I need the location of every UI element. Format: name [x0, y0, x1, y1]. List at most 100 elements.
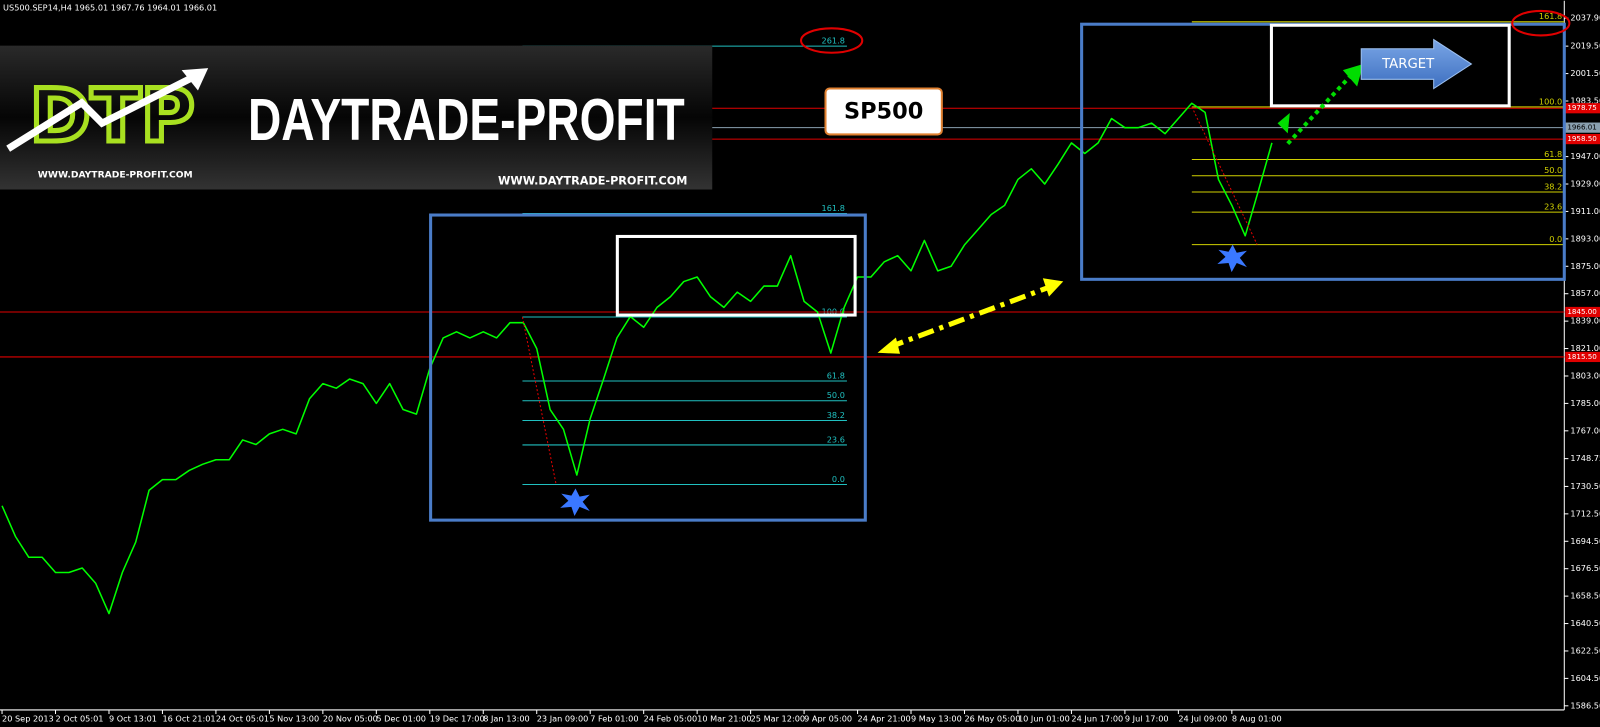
fib-label: 50.0 — [1544, 165, 1562, 175]
series — [1, 102, 1273, 615]
x-tick-label: 9 May 13:00 — [911, 714, 962, 724]
y-tick-label: 2001.50 — [1570, 68, 1600, 78]
target-label: TARGET — [1381, 57, 1435, 72]
x-tick-label: 8 Aug 01:00 — [1232, 714, 1282, 724]
y-tick-label: 2019.50 — [1570, 41, 1600, 51]
y-tick-label: 1857.00 — [1570, 288, 1600, 298]
x-tick-label: 19 Dec 17:00 — [430, 714, 485, 724]
logo-arrowhead — [181, 68, 209, 91]
x-tick-label: 23 Jan 09:00 — [537, 714, 589, 724]
y-tick-label: 1947.00 — [1570, 151, 1600, 161]
x-tick-label: 20 Nov 05:00 — [323, 714, 378, 724]
logo-arrow — [6, 71, 201, 152]
logo-url: WWW.DAYTRADE-PROFIT.COM — [38, 170, 193, 181]
y-tick-label: 1658.50 — [1570, 591, 1600, 601]
x-tick-label: 10 Jun 01:00 — [1018, 714, 1070, 724]
yellow-arrow — [886, 284, 1052, 351]
x-tick-label: 2 Oct 05:01 — [56, 714, 104, 724]
x-tick-label: 26 May 05:00 — [964, 714, 1020, 724]
x-tick-label: 9 Oct 13:01 — [109, 714, 157, 724]
fib-label: 0.0 — [832, 474, 845, 484]
x-tick-label: 24 Jun 17:00 — [1071, 714, 1123, 724]
x-tick-label: 9 Jul 17:00 — [1125, 714, 1169, 724]
price-tag-label: 1815.50 — [1567, 352, 1597, 361]
price-tag-label: 1958.50 — [1567, 134, 1597, 143]
chart-title: US500.SEP14,H4 1965.01 1967.76 1964.01 1… — [3, 2, 217, 12]
x-tick-label: 16 Oct 21:01 — [162, 714, 215, 724]
price-tag — [1565, 103, 1600, 114]
y-tick-label: 1586.50 — [1570, 700, 1600, 710]
y-tick-label: 1640.50 — [1570, 618, 1600, 628]
arrowhead — [1042, 278, 1064, 297]
fib-label: 0.0 — [1549, 234, 1562, 244]
fib-label: 23.6 — [1544, 202, 1562, 212]
y-tick-label: 1767.00 — [1570, 425, 1600, 435]
y-tick-label: 1893.00 — [1570, 233, 1600, 243]
price-tag — [1565, 351, 1600, 363]
y-tick-label: 1785.00 — [1570, 398, 1600, 408]
logo-url: WWW.DAYTRADE-PROFIT.COM — [498, 174, 688, 187]
x-tick-label: 24 Apr 21:00 — [858, 714, 911, 724]
y-tick-label: 1730.50 — [1570, 481, 1600, 491]
x-tick-label: 24 Jul 09:00 — [1178, 714, 1227, 724]
star-marker — [560, 488, 590, 517]
target-arrow — [1360, 38, 1473, 90]
x-tick-label: 20 Sep 2013 — [2, 714, 54, 724]
x-tick-label: 5 Dec 01:00 — [376, 714, 426, 724]
y-tick-label: 1821.00 — [1570, 343, 1600, 353]
x-tick-label: 7 Feb 01:00 — [590, 714, 638, 724]
price-tag — [1565, 306, 1600, 318]
target-box — [1269, 23, 1511, 108]
fib-label: 100.0 — [822, 306, 845, 316]
y-tick-label: 1712.50 — [1570, 508, 1600, 518]
y-tick-label: 1622.50 — [1570, 645, 1600, 655]
price-tag-label: 1966.01 — [1567, 123, 1596, 132]
highlight-ellipse — [1511, 9, 1571, 37]
x-tick-label: 10 Mar 21:00 — [697, 714, 751, 724]
fib-label: 100.0 — [1539, 96, 1562, 106]
fib-label: 161.8 — [1539, 11, 1562, 21]
arrowhead — [1342, 64, 1364, 87]
price-tag-label: 1845.00 — [1567, 307, 1597, 316]
y-tick-label: 1875.00 — [1570, 261, 1600, 271]
x-tick-label: 25 Mar 12:00 — [751, 714, 805, 724]
y-tick-label: 1839.00 — [1570, 316, 1600, 326]
y-tick-label: 1803.00 — [1570, 370, 1600, 380]
price-line-series — [1, 102, 1273, 615]
star-marker — [1217, 244, 1247, 273]
y-tick-label: 1694.50 — [1570, 536, 1600, 546]
fib-label: 61.8 — [1544, 149, 1562, 159]
fib-label: 23.6 — [827, 434, 845, 444]
fib-label: 50.0 — [827, 390, 845, 400]
logo-name: DAYTRADE-PROFIT — [248, 87, 685, 153]
fib-label: 161.8 — [822, 203, 845, 213]
x-tick-label: 9 Apr 05:00 — [804, 714, 852, 724]
price-tag — [1565, 122, 1600, 133]
y-tick-label: 1911.00 — [1570, 206, 1600, 216]
y-tick-label: 1929.00 — [1570, 179, 1600, 189]
y-tick-label: 2037.90 — [1570, 13, 1600, 23]
price-tag — [1565, 133, 1600, 145]
arrowhead — [877, 337, 900, 354]
instrument-label: SP500 — [844, 98, 923, 124]
x-tick-label: 8 Jan 13:00 — [483, 714, 529, 724]
y-tick-label: 1983.50 — [1570, 95, 1600, 105]
x-tick-label: 24 Oct 05:01 — [216, 714, 269, 724]
price-tag-label: 1978.75 — [1567, 103, 1596, 112]
highlight-box — [429, 213, 867, 522]
range-box — [615, 234, 857, 317]
y-tick-label: 1604.50 — [1570, 673, 1600, 683]
swing-line — [1191, 106, 1258, 245]
fib-label: 61.8 — [827, 370, 845, 380]
instrument-box — [824, 87, 943, 136]
arrowhead — [1277, 112, 1290, 134]
y-tick-label: 1748.75 — [1570, 453, 1600, 463]
y-tick-label: 1676.50 — [1570, 563, 1600, 573]
fib-label: 38.2 — [827, 410, 845, 420]
fib-label: 38.2 — [1544, 181, 1562, 191]
x-tick-label: 24 Feb 05:00 — [644, 714, 698, 724]
highlight-ellipse — [800, 27, 864, 54]
x-tick-label: 5 Nov 13:00 — [269, 714, 319, 724]
